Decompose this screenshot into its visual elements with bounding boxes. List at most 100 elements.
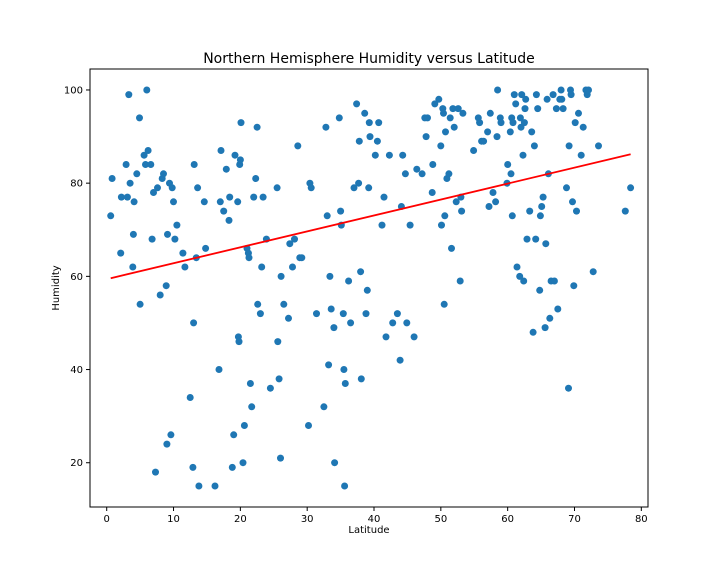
data-point (573, 207, 580, 215)
data-point (250, 193, 258, 201)
data-point (550, 277, 558, 285)
data-point (557, 86, 565, 94)
data-point (275, 375, 283, 383)
data-point (627, 184, 635, 192)
data-point (365, 119, 373, 127)
data-point (355, 179, 363, 187)
data-point (350, 184, 358, 192)
data-point (123, 193, 131, 201)
data-point (428, 189, 436, 196)
data-point (459, 109, 467, 117)
data-point (234, 198, 242, 206)
data-point (273, 184, 281, 192)
data-point (143, 86, 151, 94)
data-point (509, 119, 517, 127)
data-point (424, 114, 431, 122)
data-point (450, 123, 458, 131)
data-point (575, 109, 582, 117)
data-point (363, 286, 371, 294)
data-point (266, 384, 274, 392)
data-point (253, 123, 261, 131)
data-point (589, 268, 597, 276)
data-point (189, 463, 197, 471)
data-point (539, 193, 547, 201)
data-point (536, 212, 544, 220)
data-point (521, 105, 529, 113)
data-point (357, 268, 365, 276)
y-axis-label: Humidity (51, 265, 62, 310)
data-point (136, 300, 144, 308)
data-point (558, 95, 566, 103)
data-point (274, 338, 282, 346)
data-point (216, 198, 224, 206)
data-point (530, 142, 538, 150)
data-point (225, 216, 233, 224)
data-point (330, 324, 338, 332)
data-point (595, 142, 602, 150)
data-point (375, 119, 383, 127)
data-point (373, 137, 381, 145)
data-point (289, 263, 296, 271)
data-point (399, 151, 407, 159)
data-point (559, 105, 567, 113)
data-point (508, 212, 516, 220)
data-point (117, 249, 125, 257)
data-point (513, 263, 521, 271)
data-point (107, 212, 115, 220)
y-axis: 20 40 60 80 100 (64, 85, 90, 469)
data-point (442, 128, 449, 136)
data-point (337, 207, 345, 215)
data-point (126, 179, 134, 187)
data-point (579, 123, 587, 131)
data-point (506, 128, 514, 136)
data-point (190, 319, 198, 327)
data-point (108, 175, 116, 182)
data-point (277, 454, 284, 462)
data-point (569, 198, 576, 206)
data-point (538, 203, 546, 210)
data-point (532, 235, 540, 243)
data-point (211, 482, 219, 490)
data-point (382, 333, 390, 341)
x-tick-label: 0 (104, 514, 110, 525)
data-point (366, 133, 374, 141)
data-point (122, 161, 130, 168)
data-point (239, 459, 247, 467)
points-layer (107, 86, 635, 490)
data-point (147, 161, 155, 168)
data-point (171, 235, 179, 243)
data-point (195, 482, 203, 490)
plot-frame (89, 68, 649, 508)
data-point (516, 114, 524, 122)
data-point (510, 91, 518, 99)
data-point (362, 310, 370, 318)
data-point (222, 165, 230, 173)
data-point (202, 244, 210, 252)
data-point (431, 100, 439, 108)
data-point (256, 310, 264, 318)
data-point (542, 240, 550, 248)
data-point (536, 286, 544, 294)
data-point (486, 109, 494, 117)
data-point (401, 170, 409, 178)
data-point (226, 193, 234, 201)
data-point (130, 198, 138, 206)
x-axis-label: Latitude (348, 525, 389, 536)
data-point (341, 380, 349, 387)
data-point (520, 277, 528, 285)
y-tick-label: 40 (70, 365, 83, 376)
data-point (325, 361, 333, 369)
data-point (129, 263, 137, 271)
data-point (335, 114, 343, 122)
data-point (389, 319, 397, 327)
regression-layer (110, 153, 631, 280)
data-point (385, 151, 393, 159)
data-point (162, 282, 170, 290)
data-point (228, 463, 236, 471)
data-point (160, 170, 167, 178)
data-point (355, 137, 363, 145)
data-point (156, 291, 164, 299)
data-point (437, 142, 445, 150)
data-point (277, 272, 285, 280)
data-point (179, 249, 187, 257)
